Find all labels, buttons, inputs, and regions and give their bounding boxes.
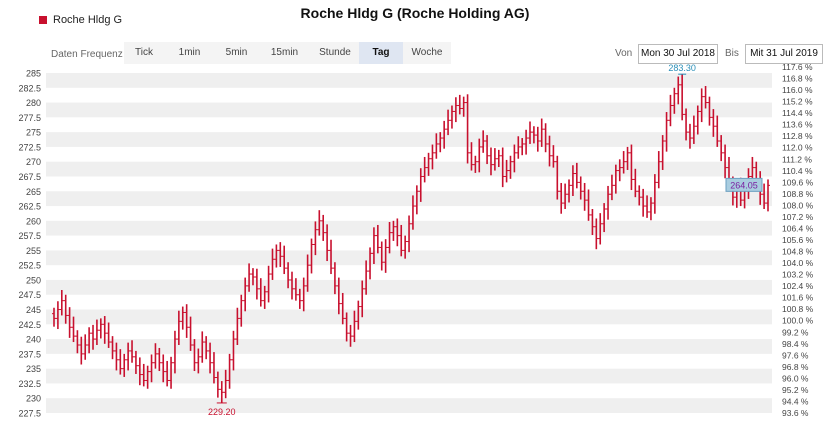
y-left-tick-label: 240 bbox=[26, 335, 41, 345]
y-right-tick-label: 110.4 % bbox=[782, 166, 813, 176]
y-left-tick-label: 235 bbox=[26, 364, 41, 374]
y-right-tick-label: 95.2 % bbox=[782, 385, 809, 395]
y-right-tick-label: 96.0 % bbox=[782, 373, 809, 383]
y-left-tick-label: 255 bbox=[26, 246, 41, 256]
grid-band bbox=[46, 339, 772, 354]
to-date-input[interactable]: Mit 31 Jul 2019 bbox=[745, 44, 823, 64]
y-right-tick-label: 113.6 % bbox=[782, 120, 813, 130]
freq-stunde-button[interactable]: Stunde bbox=[319, 47, 351, 58]
y-right-tick-label: 107.2 % bbox=[782, 212, 814, 222]
from-label: Von bbox=[615, 48, 633, 59]
grid-band bbox=[46, 368, 772, 384]
freq-5min-button[interactable]: 5min bbox=[225, 47, 248, 58]
low-label: 229.20 bbox=[208, 407, 236, 417]
y-left-tick-label: 272.5 bbox=[18, 142, 41, 152]
grid-band bbox=[46, 398, 772, 413]
legend: Roche Hldg G bbox=[39, 14, 122, 26]
y-left-tick-label: 260 bbox=[26, 216, 41, 226]
y-right-tick-label: 108.0 % bbox=[782, 200, 814, 210]
freq-tag-button[interactable]: Tag bbox=[359, 42, 403, 64]
y-left-tick-label: 257.5 bbox=[18, 231, 41, 241]
y-right-tick-label: 116.0 % bbox=[782, 85, 813, 95]
y-right-tick-label: 100.0 % bbox=[782, 316, 814, 326]
y-right-tick-label: 116.8 % bbox=[782, 74, 813, 84]
y-left-tick-label: 242.5 bbox=[18, 320, 41, 330]
y-left-tick-label: 280 bbox=[26, 98, 41, 108]
y-right-tick-label: 117.6 % bbox=[782, 62, 813, 72]
y-right-tick-label: 94.4 % bbox=[782, 396, 809, 406]
grid-band bbox=[46, 73, 772, 88]
freq-tick-button[interactable]: Tick bbox=[135, 47, 153, 58]
y-right-tick-label: 112.8 % bbox=[782, 131, 813, 141]
grid-band bbox=[46, 279, 772, 295]
y-right-tick-label: 109.6 % bbox=[782, 177, 814, 187]
y-left-tick-label: 237.5 bbox=[18, 349, 41, 359]
y-left-tick-label: 262.5 bbox=[18, 202, 41, 212]
y-right-tick-label: 97.6 % bbox=[782, 350, 809, 360]
last-value-label: 264.05 bbox=[730, 180, 758, 190]
y-right-tick-label: 114.4 % bbox=[782, 108, 813, 118]
freq-woche-button[interactable]: Woche bbox=[411, 47, 443, 58]
y-right-tick-label: 99.2 % bbox=[782, 327, 809, 337]
y-left-tick-label: 282.5 bbox=[18, 83, 41, 93]
y-right-tick-label: 102.4 % bbox=[782, 281, 814, 291]
y-right-tick-label: 100.8 % bbox=[782, 304, 814, 314]
y-left-tick-label: 232.5 bbox=[18, 379, 41, 389]
y-right-tick-label: 105.6 % bbox=[782, 235, 814, 245]
y-left-tick-label: 270 bbox=[26, 157, 41, 167]
y-left-tick-label: 247.5 bbox=[18, 290, 41, 300]
y-left-tick-label: 230 bbox=[26, 394, 41, 404]
y-left-tick-label: 277.5 bbox=[18, 113, 41, 123]
grid-band bbox=[46, 132, 772, 147]
y-right-tick-label: 106.4 % bbox=[782, 223, 814, 233]
y-left-tick-label: 250 bbox=[26, 275, 41, 285]
y-left-tick-label: 275 bbox=[26, 128, 41, 138]
legend-swatch bbox=[39, 16, 47, 24]
y-right-tick-label: 111.2 % bbox=[782, 154, 812, 164]
y-right-tick-label: 115.2 % bbox=[782, 97, 813, 107]
from-date-input[interactable]: Mon 30 Jul 2018 bbox=[638, 44, 718, 64]
y-left-tick-label: 245 bbox=[26, 305, 41, 315]
y-left-tick-label: 265 bbox=[26, 187, 41, 197]
grid-band bbox=[46, 102, 772, 118]
high-label: 283.30 bbox=[668, 63, 696, 73]
y-right-tick-label: 112.0 % bbox=[782, 143, 813, 153]
y-right-tick-label: 101.6 % bbox=[782, 293, 814, 303]
last-value-box bbox=[725, 177, 763, 192]
y-right-tick-label: 103.2 % bbox=[782, 270, 814, 280]
freq-1min-button[interactable]: 1min bbox=[178, 47, 201, 58]
freq-15min-button[interactable]: 15min bbox=[270, 47, 299, 58]
grid-band bbox=[46, 191, 772, 207]
legend-label: Roche Hldg G bbox=[53, 14, 123, 26]
grid-band bbox=[46, 161, 772, 177]
to-label: Bis bbox=[725, 48, 739, 59]
y-left-tick-label: 285 bbox=[26, 69, 41, 79]
y-right-tick-label: 93.6 % bbox=[782, 408, 809, 418]
y-left-tick-label: 227.5 bbox=[18, 409, 41, 419]
frequency-selector: Tick 1min 5min 15min Stunde Tag Woche bbox=[124, 42, 451, 64]
y-left-tick-label: 267.5 bbox=[18, 172, 41, 182]
y-right-tick-label: 108.8 % bbox=[782, 189, 814, 199]
y-left-tick-label: 252.5 bbox=[18, 261, 41, 271]
chart-title: Roche Hldg G (Roche Holding AG) bbox=[300, 5, 530, 21]
y-right-tick-label: 98.4 % bbox=[782, 339, 809, 349]
frequency-label: Daten Frequenz bbox=[51, 49, 123, 60]
y-right-tick-label: 104.8 % bbox=[782, 247, 814, 257]
y-right-tick-label: 96.8 % bbox=[782, 362, 809, 372]
y-right-tick-label: 104.0 % bbox=[782, 258, 814, 268]
grid-band bbox=[46, 309, 772, 325]
grid-band bbox=[46, 250, 772, 266]
